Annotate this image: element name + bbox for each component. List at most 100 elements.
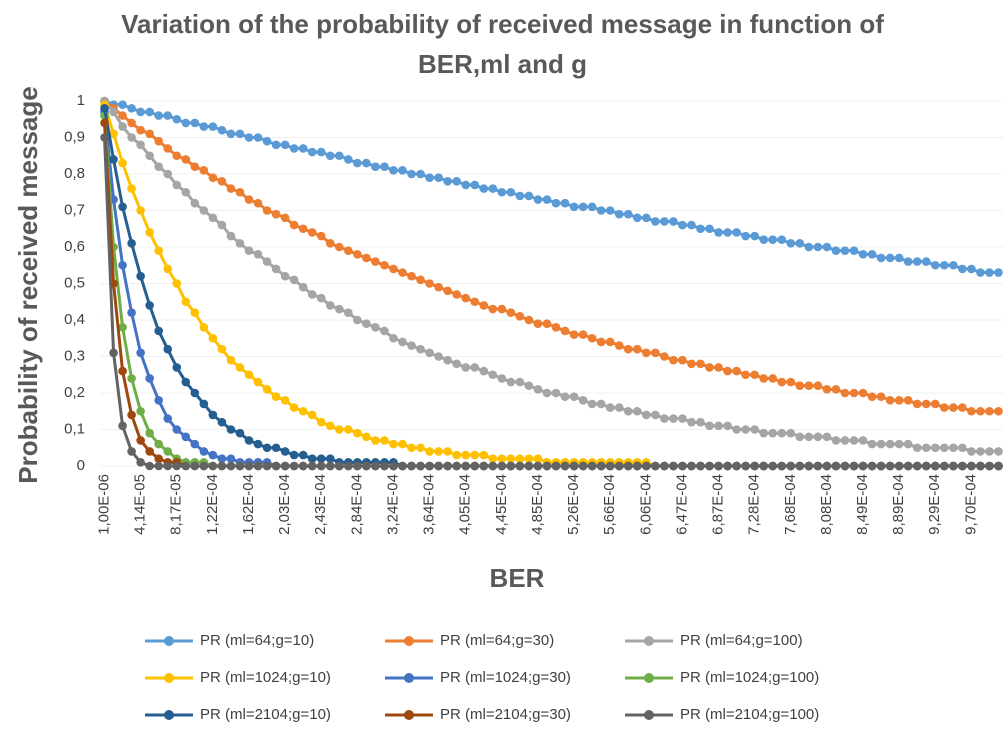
y-axis-title: Probability of received message <box>13 86 43 483</box>
data-point <box>623 209 633 219</box>
data-point <box>371 323 380 332</box>
data-point <box>958 403 967 412</box>
data-point <box>940 461 949 471</box>
data-point <box>849 246 859 255</box>
data-point <box>614 341 624 350</box>
data-point <box>344 246 353 255</box>
data-point <box>289 144 299 153</box>
data-point <box>732 366 741 376</box>
data-point <box>181 187 191 197</box>
data-point <box>425 461 434 471</box>
x-tick-label: 2,03E-04 <box>276 474 293 535</box>
data-point <box>524 191 534 201</box>
data-point <box>479 184 489 193</box>
data-point <box>705 224 714 234</box>
data-point <box>235 428 245 438</box>
data-point <box>127 308 136 318</box>
data-point <box>858 436 868 445</box>
data-point <box>344 308 353 318</box>
series-line <box>103 111 999 468</box>
data-point <box>687 359 696 369</box>
data-point <box>190 198 200 208</box>
x-tick-label: 5,26E-04 <box>565 474 582 535</box>
legend-label: PR (ml=64;g=30) <box>440 632 554 649</box>
data-point <box>506 377 516 387</box>
data-point <box>380 461 389 471</box>
y-tick-label: 0,7 <box>64 201 85 218</box>
data-point <box>696 224 705 234</box>
data-point <box>994 461 1003 471</box>
data-point <box>569 461 579 471</box>
data-point <box>145 374 154 383</box>
data-point <box>777 377 787 387</box>
data-point <box>316 293 326 303</box>
data-point <box>262 443 272 453</box>
data-point <box>479 450 489 460</box>
data-point <box>316 231 326 241</box>
data-point <box>325 454 335 464</box>
data-point <box>226 231 236 241</box>
data-point <box>118 366 127 376</box>
data-point <box>479 301 489 310</box>
legend-marker <box>164 673 174 683</box>
data-point <box>334 242 344 252</box>
data-point <box>172 425 182 434</box>
data-point <box>479 461 489 471</box>
data-point <box>217 454 227 464</box>
data-point <box>208 213 218 223</box>
data-point <box>551 388 561 398</box>
data-point <box>849 436 859 445</box>
data-point <box>362 432 371 442</box>
data-point <box>398 439 407 449</box>
data-point <box>723 366 732 376</box>
data-point <box>389 264 398 274</box>
data-point <box>976 461 985 471</box>
data-point <box>190 118 200 128</box>
data-point <box>912 461 922 471</box>
data-point <box>723 461 732 471</box>
data-point <box>831 436 841 445</box>
data-point <box>154 246 163 255</box>
data-point <box>163 264 173 274</box>
data-point <box>632 406 642 416</box>
data-point <box>804 432 814 442</box>
data-point <box>425 348 434 358</box>
data-point <box>958 443 967 453</box>
data-point <box>678 414 687 423</box>
data-point <box>687 220 696 230</box>
data-point <box>307 147 317 157</box>
data-point <box>831 246 841 255</box>
data-point <box>199 399 209 409</box>
data-point <box>759 235 769 244</box>
data-point <box>307 461 317 471</box>
data-point <box>289 403 299 412</box>
data-point <box>515 312 525 321</box>
data-point <box>362 253 371 263</box>
data-point <box>371 257 380 266</box>
data-point <box>325 239 335 248</box>
data-point <box>876 392 886 401</box>
data-point <box>533 319 543 328</box>
legend-marker <box>404 710 414 720</box>
data-point <box>840 388 850 398</box>
data-point <box>271 264 281 274</box>
data-point <box>434 352 443 361</box>
data-point <box>190 308 200 318</box>
data-point <box>145 107 154 117</box>
data-point <box>443 461 452 471</box>
data-point <box>921 399 931 409</box>
legend-item: PR (ml=1024;g=100) <box>625 669 819 686</box>
data-point <box>389 333 398 343</box>
data-point <box>569 392 579 401</box>
data-point <box>452 290 461 299</box>
data-point <box>651 410 660 420</box>
data-point <box>768 461 778 471</box>
data-point <box>325 421 335 431</box>
x-tick-label: 6,47E-04 <box>673 474 690 535</box>
data-point <box>118 158 127 168</box>
data-point <box>930 260 940 270</box>
data-point <box>109 155 118 164</box>
data-point <box>605 337 615 347</box>
data-point <box>380 436 389 445</box>
